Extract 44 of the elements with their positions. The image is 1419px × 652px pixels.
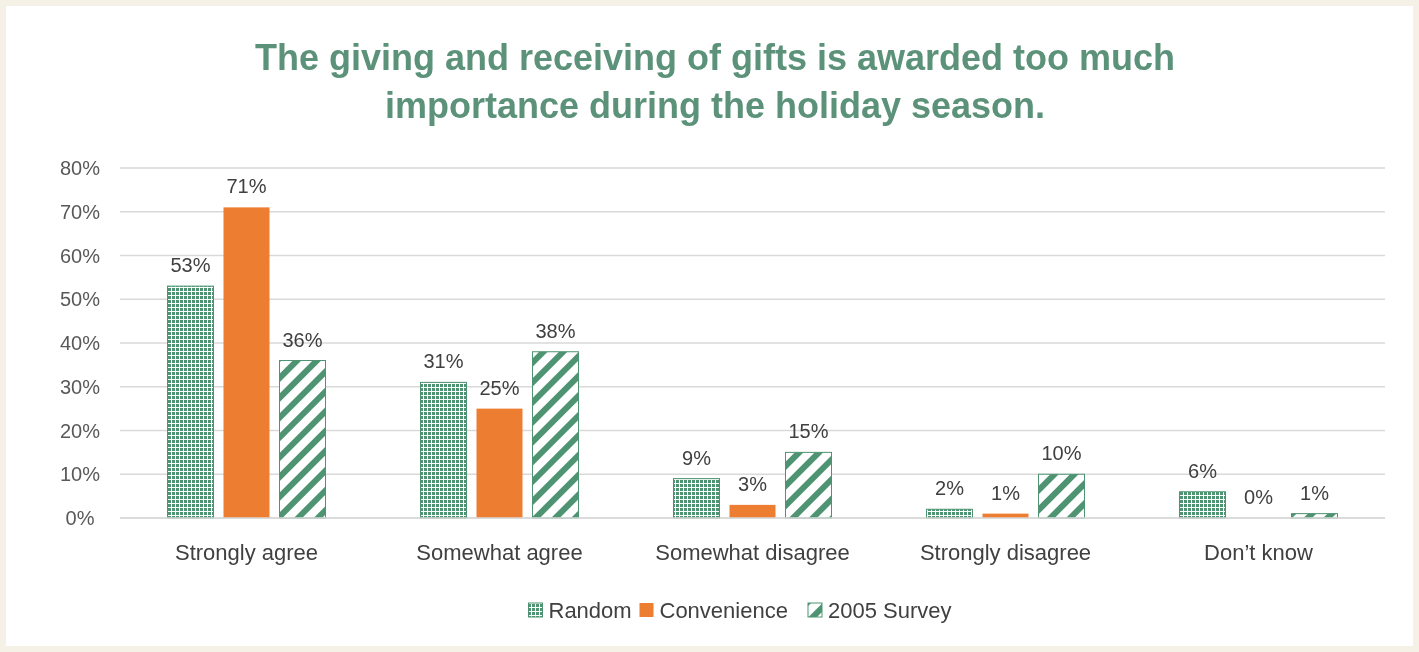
data-label: 9% — [682, 446, 712, 469]
data-label: 53% — [170, 254, 211, 277]
y-tick-label: 0% — [65, 507, 95, 529]
data-label: 6% — [1188, 459, 1218, 482]
legend-label: Convenience — [659, 597, 788, 623]
bar — [167, 285, 214, 519]
bar — [279, 360, 326, 519]
data-label: 38% — [535, 319, 576, 342]
data-label: 1% — [1300, 481, 1330, 504]
y-tick-label: 60% — [59, 244, 101, 267]
x-tick-label: Somewhat disagree — [655, 540, 850, 565]
data-label: 2% — [935, 477, 965, 500]
bar — [785, 451, 832, 519]
x-tick-label: Strongly disagree — [919, 540, 1092, 565]
data-label: 71% — [226, 175, 267, 198]
chart-title: The giving and receiving of gifts is awarded too much importance during the holiday season. — [254, 37, 1176, 126]
y-tick-label: 80% — [59, 157, 101, 179]
legend-label: 2005 Survey — [828, 597, 952, 623]
bar — [420, 381, 467, 519]
data-label: 1% — [991, 481, 1021, 504]
data-label: 15% — [788, 420, 829, 443]
x-tick-label: Strongly agree — [174, 540, 319, 565]
legend-label: Random — [548, 597, 632, 623]
bar — [223, 207, 270, 518]
y-tick-label: 20% — [59, 419, 101, 442]
x-tick-label: Somewhat agree — [416, 540, 583, 565]
data-label: 0% — [1244, 486, 1274, 508]
data-label: 25% — [479, 376, 520, 399]
bar — [476, 408, 523, 518]
y-tick-label: 40% — [59, 332, 101, 354]
y-tick-label: 70% — [59, 200, 101, 223]
y-tick-label: 10% — [59, 463, 101, 486]
data-label: 3% — [738, 472, 768, 495]
data-label: 36% — [282, 328, 323, 351]
data-label: 31% — [423, 350, 464, 373]
y-tick-label: 30% — [59, 375, 101, 398]
bar — [729, 504, 776, 518]
data-label: 10% — [1041, 442, 1082, 465]
bar — [1179, 491, 1226, 519]
y-tick-label: 50% — [59, 288, 101, 311]
bar — [532, 351, 579, 519]
x-tick-label: Don’t know — [1204, 540, 1314, 565]
bar — [1038, 473, 1085, 519]
bar — [673, 478, 720, 519]
